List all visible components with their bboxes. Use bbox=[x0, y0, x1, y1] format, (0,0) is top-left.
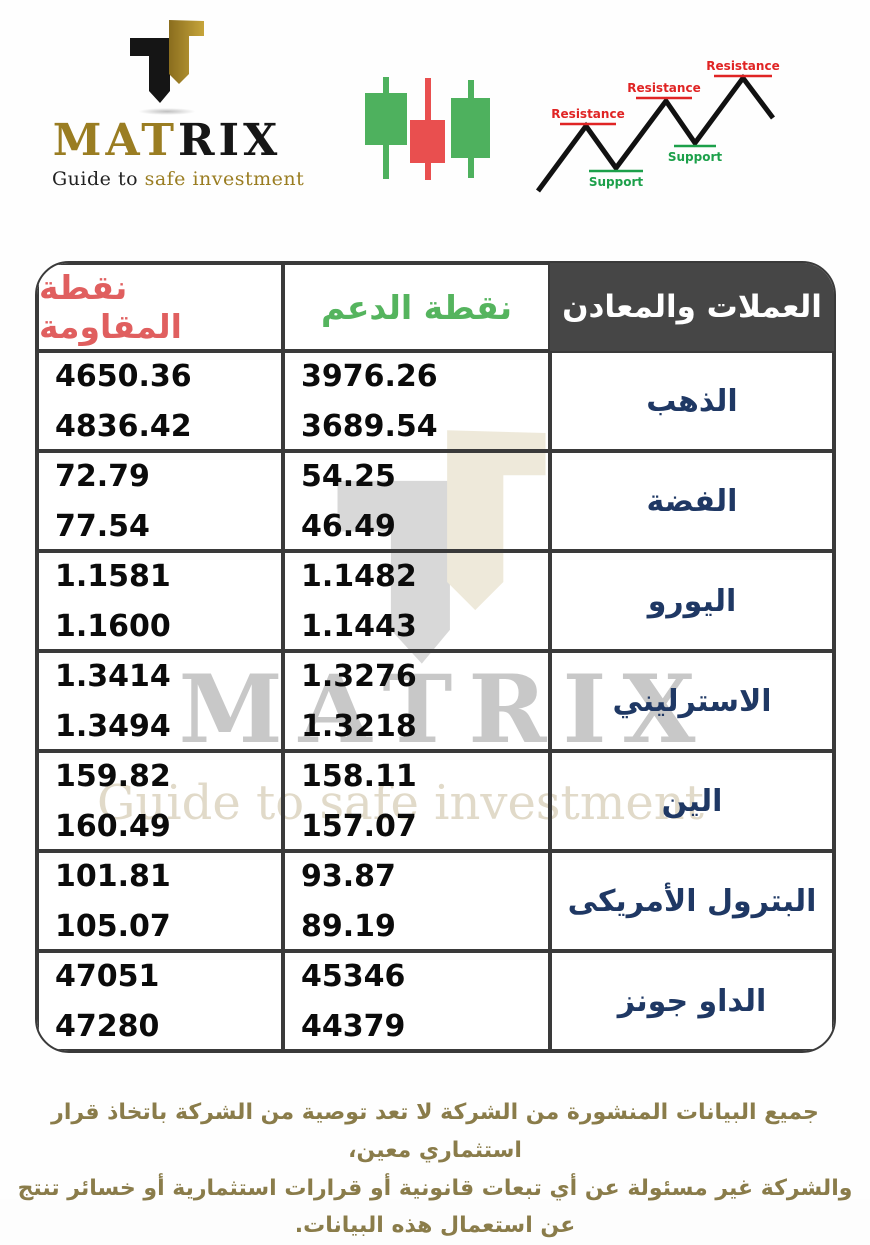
tagline-accent: safe investment bbox=[144, 168, 305, 190]
disclaimer-line-1: جميع البيانات المنشورة من الشركة لا تعد … bbox=[51, 1100, 819, 1163]
resistance-value-1: 47051 bbox=[55, 958, 160, 994]
resistance-values-cell: 159.82 160.49 bbox=[37, 751, 283, 851]
instrument-name-cell: الذهب bbox=[550, 351, 834, 451]
resistance-value-2: 160.49 bbox=[55, 808, 171, 844]
support-value-2: 1.3218 bbox=[301, 708, 417, 744]
support-value-1: 158.11 bbox=[301, 758, 417, 794]
header-resistance-point: نقطة المقاومة bbox=[37, 263, 283, 351]
instrument-name: الذهب bbox=[646, 383, 738, 419]
rates-grid: نقطة المقاومة نقطة الدعم العملات والمعاد… bbox=[37, 263, 834, 1051]
support-value-1: 93.87 bbox=[301, 858, 396, 894]
wordmark-dark-part: RIX bbox=[177, 115, 282, 166]
support-value-1: 54.25 bbox=[301, 458, 396, 494]
support-label-1: Support bbox=[589, 175, 644, 189]
disclaimer-line-2: والشركة غير مسئولة عن أي تبعات قانونية أ… bbox=[17, 1175, 853, 1239]
resistance-value-2: 47280 bbox=[55, 1008, 160, 1044]
rates-table: MATRIX Guide to safe investment نقطة الم… bbox=[35, 261, 836, 1053]
resistance-value-1: 101.81 bbox=[55, 858, 171, 894]
resistance-value-2: 4836.42 bbox=[55, 408, 192, 444]
support-value-1: 1.3276 bbox=[301, 658, 417, 694]
disclaimer: جميع البيانات المنشورة من الشركة لا تعد … bbox=[0, 1094, 870, 1245]
resistance-value-2: 1.1600 bbox=[55, 608, 171, 644]
resistance-values-cell: 1.1581 1.1600 bbox=[37, 551, 283, 651]
resistance-value-2: 105.07 bbox=[55, 908, 171, 944]
resistance-value-2: 77.54 bbox=[55, 508, 150, 544]
support-values-cell: 45346 44379 bbox=[283, 951, 550, 1051]
resistance-values-cell: 101.81 105.07 bbox=[37, 851, 283, 951]
instrument-name-cell: الداو جونز bbox=[550, 951, 834, 1051]
resistance-value-1: 72.79 bbox=[55, 458, 150, 494]
support-value-2: 157.07 bbox=[301, 808, 417, 844]
resistance-value-1: 4650.36 bbox=[55, 358, 192, 394]
resistance-values-cell: 1.3414 1.3494 bbox=[37, 651, 283, 751]
resistance-values-cell: 72.79 77.54 bbox=[37, 451, 283, 551]
resistance-value-2: 1.3494 bbox=[55, 708, 171, 744]
support-value-1: 3976.26 bbox=[301, 358, 438, 394]
resistance-label-2: Resistance bbox=[627, 81, 700, 95]
support-values-cell: 1.3276 1.3218 bbox=[283, 651, 550, 751]
support-values-cell: 1.1482 1.1443 bbox=[283, 551, 550, 651]
brand-wordmark: MATRIX bbox=[52, 119, 282, 163]
support-value-2: 89.19 bbox=[301, 908, 396, 944]
resistance-value-1: 1.1581 bbox=[55, 558, 171, 594]
resistance-values-cell: 4650.36 4836.42 bbox=[37, 351, 283, 451]
support-values-cell: 158.11 157.07 bbox=[283, 751, 550, 851]
instrument-name-cell: البترول الأمريكى bbox=[550, 851, 834, 951]
resistance-value-1: 1.3414 bbox=[55, 658, 171, 694]
logo-shadow bbox=[138, 108, 196, 115]
resistance-value-1: 159.82 bbox=[55, 758, 171, 794]
support-values-cell: 3976.26 3689.54 bbox=[283, 351, 550, 451]
header-currencies-metals: العملات والمعادن bbox=[550, 263, 834, 351]
resistance-values-cell: 47051 47280 bbox=[37, 951, 283, 1051]
support-values-cell: 93.87 89.19 bbox=[283, 851, 550, 951]
tagline-prefix: Guide to bbox=[52, 168, 145, 190]
support-resistance-diagram: Resistance Resistance Resistance Support… bbox=[535, 59, 780, 193]
brand-tagline: Guide to safe investment bbox=[52, 168, 304, 190]
brand-logo: MATRIX Guide to safe investment bbox=[52, 16, 304, 190]
instrument-name: الفضة bbox=[646, 483, 738, 519]
financial-infographic: MATRIX Guide to safe investment Resistan… bbox=[17, 16, 853, 1239]
support-value-2: 1.1443 bbox=[301, 608, 417, 644]
header-support-point: نقطة الدعم bbox=[283, 263, 550, 351]
support-value-1: 45346 bbox=[301, 958, 406, 994]
instrument-name: البترول الأمريكى bbox=[567, 883, 817, 919]
instrument-name: اليورو bbox=[647, 583, 737, 619]
candlestick-chart-icon bbox=[365, 77, 490, 180]
support-label-2: Support bbox=[668, 150, 723, 164]
support-value-2: 46.49 bbox=[301, 508, 396, 544]
matrix-logo-icon bbox=[130, 20, 204, 103]
instrument-name-cell: الاسترليني bbox=[550, 651, 834, 751]
support-value-2: 44379 bbox=[301, 1008, 406, 1044]
instrument-name: الين bbox=[661, 783, 723, 819]
instrument-name-cell: الفضة bbox=[550, 451, 834, 551]
support-value-1: 1.1482 bbox=[301, 558, 417, 594]
support-values-cell: 54.25 46.49 bbox=[283, 451, 550, 551]
instrument-name-cell: اليورو bbox=[550, 551, 834, 651]
instrument-name: الاسترليني bbox=[612, 683, 772, 719]
resistance-label-3: Resistance bbox=[706, 59, 779, 73]
resistance-label-1: Resistance bbox=[551, 107, 624, 121]
instrument-name: الداو جونز bbox=[617, 983, 767, 1019]
wordmark-gold-part: MAT bbox=[52, 115, 178, 166]
support-value-2: 3689.54 bbox=[301, 408, 438, 444]
instrument-name-cell: الين bbox=[550, 751, 834, 851]
